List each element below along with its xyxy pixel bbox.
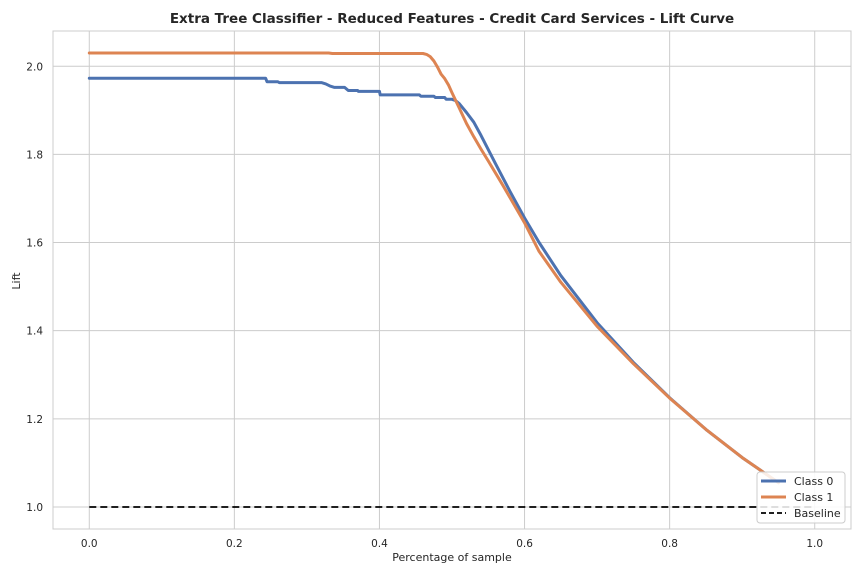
series-lines [87,51,815,508]
x-axis-label: Percentage of sample [392,551,512,564]
x-tick-label: 0.6 [516,538,533,550]
x-tick-label: 1.0 [806,538,823,550]
x-tick-label: 0.0 [81,538,98,550]
y-tick-label: 1.8 [26,149,43,161]
y-tick-label: 1.2 [26,414,43,426]
y-tick-label: 1.4 [26,326,43,338]
y-axis-label: Lift [10,272,23,290]
plot-frame [52,30,852,530]
legend: Class 0 Class 1 Baseline [756,471,846,524]
y-tick-label: 1.6 [26,238,43,250]
legend-box [756,471,846,524]
tick-labels: 0.0 0.2 0.4 0.6 0.8 1.0 1.0 1.2 1.4 1.6 1.8 2.0 [26,61,823,550]
y-tick-label: 2.0 [26,61,43,73]
series-line-class-0 [87,76,780,485]
legend-label: Baseline [794,507,841,520]
x-tick-label: 0.4 [371,538,388,550]
y-tick-label: 1.0 [26,502,43,514]
x-tick-label: 0.2 [226,538,243,550]
x-tick-label: 0.8 [661,538,678,550]
legend-label: Class 1 [794,491,833,504]
grid-lines [53,31,851,529]
series-line-class-1 [87,51,780,485]
legend-label: Class 0 [794,475,833,488]
chart-title: Extra Tree Classifier - Reduced Features… [170,11,734,27]
